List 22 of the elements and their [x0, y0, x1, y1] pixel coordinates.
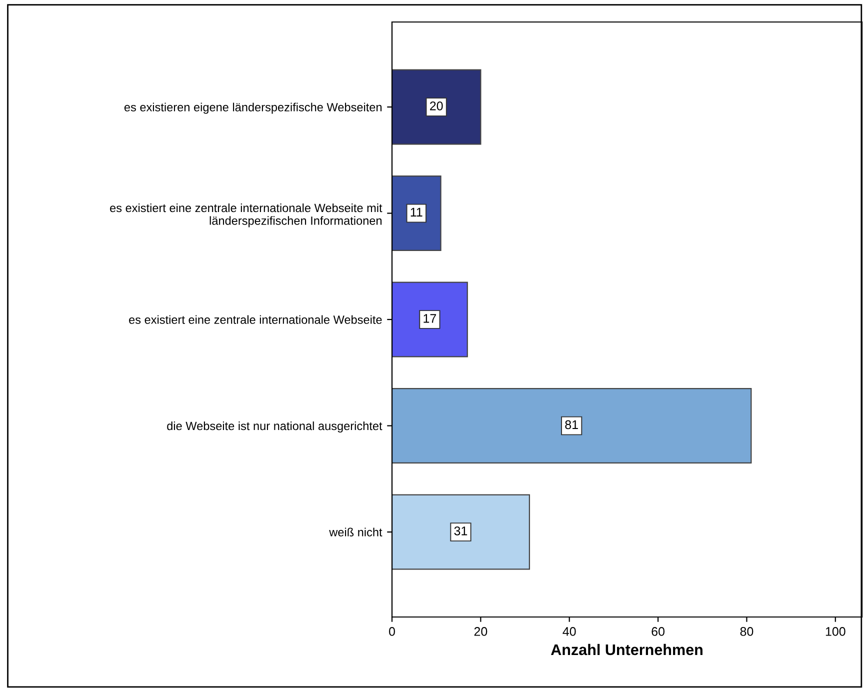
data-label: 81 — [565, 420, 578, 430]
x-tick-label: 60 — [652, 627, 664, 636]
data-label: 17 — [424, 314, 436, 323]
bar — [392, 176, 442, 251]
data-label: 11 — [410, 208, 422, 216]
y-tick-label: es existieren eigene länderspezifische Webseiten — [124, 102, 382, 114]
y-tick-label: es existiert eine zentrale internationale Webseite mit länderspezifischen Informationen — [110, 203, 382, 228]
x-tick-label: 0 — [389, 627, 395, 636]
bar — [392, 69, 482, 145]
bar — [392, 282, 468, 358]
x-tick-label: 80 — [740, 627, 754, 636]
x-tick-label: 100 — [826, 627, 846, 636]
x-tick-label: 40 — [562, 627, 576, 636]
y-tick-label: es existiert eine zentrale internationale Webseite — [129, 315, 382, 324]
bar — [392, 388, 752, 464]
x-tick-label: 20 — [474, 627, 488, 636]
y-tick-label: die Webseite ist nur national ausgerichtet — [167, 421, 382, 432]
x-axis-title: Anzahl Unternehmen — [550, 644, 702, 656]
data-label: 31 — [454, 526, 468, 536]
bar — [392, 494, 530, 570]
y-tick-label: weiß nicht — [329, 528, 382, 536]
data-label: 20 — [430, 102, 443, 110]
